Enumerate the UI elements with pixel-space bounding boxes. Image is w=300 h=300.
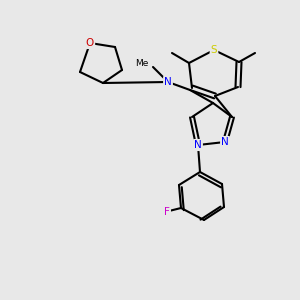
- Text: S: S: [211, 45, 217, 55]
- Text: F: F: [164, 207, 170, 217]
- Text: Me: Me: [135, 59, 148, 68]
- Text: N: N: [164, 77, 172, 87]
- Text: O: O: [86, 38, 94, 48]
- Text: N: N: [221, 137, 229, 147]
- Text: N: N: [194, 140, 202, 150]
